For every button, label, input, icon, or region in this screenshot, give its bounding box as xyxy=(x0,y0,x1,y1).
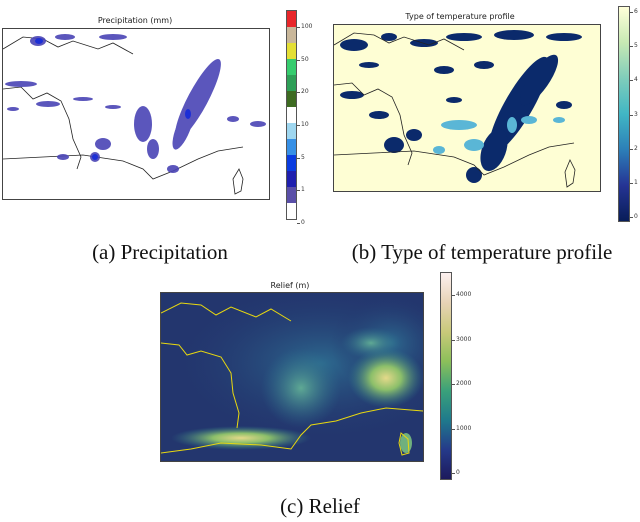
temperature-profile-colorbar-tick-label: 2 xyxy=(634,144,638,152)
temperature-profile-colorbar-tick-label: 6 xyxy=(634,8,638,15)
precipitation-colorbar-segment xyxy=(287,139,296,155)
relief-colorbar-tick-mark xyxy=(452,295,455,296)
relief-colorbar-tick-label: 1000 xyxy=(456,424,472,432)
relief-colorbar-tick-mark xyxy=(452,384,455,385)
precipitation-colorbar-segment xyxy=(287,91,296,107)
temperature-profile-colorbar xyxy=(618,6,630,222)
relief-colorbar-tick-label: 4000 xyxy=(456,291,472,298)
relief-caption: (c) Relief xyxy=(280,494,360,518)
temperature-profile-colorbar-tick-mark xyxy=(630,12,633,13)
precipitation-colorbar-segment xyxy=(287,187,296,203)
precipitation-colorbar-tick-mark xyxy=(297,92,300,94)
relief-colorbar-tick-label: 3000 xyxy=(456,335,472,343)
relief-title: Relief (m) xyxy=(270,281,310,290)
precipitation-colorbar-tick-mark xyxy=(297,190,300,192)
precipitation-colorbar-segment xyxy=(287,107,296,123)
relief-colorbar xyxy=(440,272,452,480)
precipitation-colorbar-segment xyxy=(287,123,296,139)
relief-colorbar-tick-label: 0 xyxy=(456,469,460,476)
precipitation-colorbar-tick-label: 5 xyxy=(301,153,305,161)
precipitation-colorbar-segment xyxy=(287,11,296,27)
precipitation-colorbar-tick-mark xyxy=(297,59,300,61)
relief-colorbar-tick-mark xyxy=(452,428,455,430)
temperature-profile-title: Type of temperature profile xyxy=(405,12,515,21)
precipitation-colorbar xyxy=(286,10,297,220)
precipitation-title: Precipitation (mm) xyxy=(97,16,173,25)
temperature-profile-colorbar-tick-label: 5 xyxy=(634,42,638,50)
temperature-profile-colorbar-tick-mark xyxy=(630,217,633,218)
precipitation-colorbar-tick-label: 20 xyxy=(301,88,309,96)
temperature-profile-caption: (b) Type of temperature profile xyxy=(351,240,613,264)
precipitation-colorbar-segment xyxy=(287,171,296,187)
precipitation-colorbar-tick-label: 1 xyxy=(301,186,305,194)
temperature-profile-colorbar-tick-label: 0 xyxy=(634,213,638,220)
temperature-profile-colorbar-tick-label: 1 xyxy=(634,178,638,186)
temperature-profile-colorbar-tick-label: 3 xyxy=(634,110,638,118)
temperature-profile-colorbar-tick-mark xyxy=(630,80,633,82)
precipitation-colorbar-tick-label: 0 xyxy=(301,219,305,226)
temperature-profile-map xyxy=(333,24,601,192)
temperature-profile-colorbar-tick-mark xyxy=(630,114,633,116)
precipitation-colorbar-segment xyxy=(287,75,296,91)
precipitation-colorbar-tick-label: 100 xyxy=(301,23,313,30)
temperature-profile-colorbar-tick-mark xyxy=(630,182,633,184)
precipitation-colorbar-segment xyxy=(287,43,296,59)
precipitation-colorbar-segment xyxy=(287,59,296,75)
precipitation-map xyxy=(2,28,270,200)
precipitation-colorbar-segment xyxy=(287,27,296,43)
precipitation-colorbar-tick-mark xyxy=(297,27,300,28)
precipitation-colorbar-tick-label: 50 xyxy=(301,55,309,63)
temperature-profile-colorbar-tick-mark xyxy=(630,46,633,48)
precipitation-colorbar-tick-mark xyxy=(297,223,300,224)
precipitation-colorbar-tick-mark xyxy=(297,125,300,126)
precipitation-colorbar-tick-label: 10 xyxy=(301,121,309,128)
relief-colorbar-tick-label: 2000 xyxy=(456,380,472,387)
relief-colorbar-tick-mark xyxy=(452,473,455,474)
precipitation-caption: (a) Precipitation xyxy=(92,240,228,264)
temperature-profile-colorbar-tick-label: 4 xyxy=(634,76,638,84)
relief-colorbar-tick-mark xyxy=(452,339,455,341)
temperature-profile-colorbar-tick-mark xyxy=(630,148,633,150)
precipitation-colorbar-segment xyxy=(287,203,296,219)
precipitation-colorbar-tick-mark xyxy=(297,157,300,159)
precipitation-colorbar-segment xyxy=(287,154,296,171)
relief-map xyxy=(160,292,424,462)
